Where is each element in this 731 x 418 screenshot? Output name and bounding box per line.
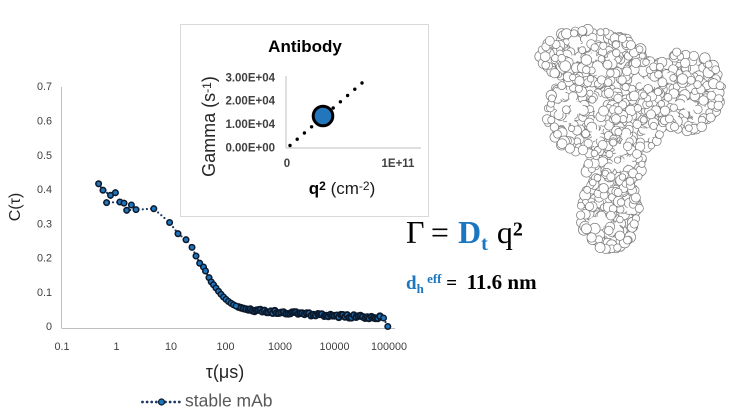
- svg-text:0.6: 0.6: [37, 116, 52, 128]
- svg-text:0.5: 0.5: [37, 150, 52, 162]
- svg-text:100000: 100000: [371, 341, 407, 353]
- svg-text:0.1: 0.1: [37, 287, 52, 299]
- svg-text:0.4: 0.4: [37, 184, 52, 196]
- svg-text:0.1: 0.1: [54, 341, 69, 353]
- svg-text:0.7: 0.7: [37, 81, 52, 93]
- svg-text:2.00E+04: 2.00E+04: [225, 96, 275, 108]
- svg-text:10000: 10000: [319, 341, 349, 353]
- svg-text:1: 1: [113, 341, 119, 353]
- svg-text:τ(μs): τ(μs): [206, 362, 244, 382]
- svg-text:0.00E+00: 0.00E+00: [225, 143, 275, 155]
- svg-text:0: 0: [284, 158, 290, 170]
- svg-text:1000: 1000: [268, 341, 292, 353]
- svg-text:10: 10: [165, 341, 177, 353]
- svg-text:0.2: 0.2: [37, 253, 52, 265]
- svg-text:0: 0: [46, 321, 52, 333]
- svg-text:1.00E+04: 1.00E+04: [225, 119, 275, 131]
- svg-text:C(τ): C(τ): [7, 193, 24, 222]
- svg-text:Gamma (s-1): Gamma (s-1): [199, 76, 219, 177]
- svg-text:0.3: 0.3: [37, 218, 52, 230]
- svg-text:q2 (cm-2): q2 (cm-2): [309, 179, 375, 198]
- svg-text:Antibody: Antibody: [268, 37, 342, 56]
- svg-text:100: 100: [216, 341, 234, 353]
- svg-text:stable mAb: stable mAb: [185, 391, 273, 411]
- svg-text:1E+11: 1E+11: [382, 158, 416, 170]
- svg-text:3.00E+04: 3.00E+04: [225, 72, 275, 84]
